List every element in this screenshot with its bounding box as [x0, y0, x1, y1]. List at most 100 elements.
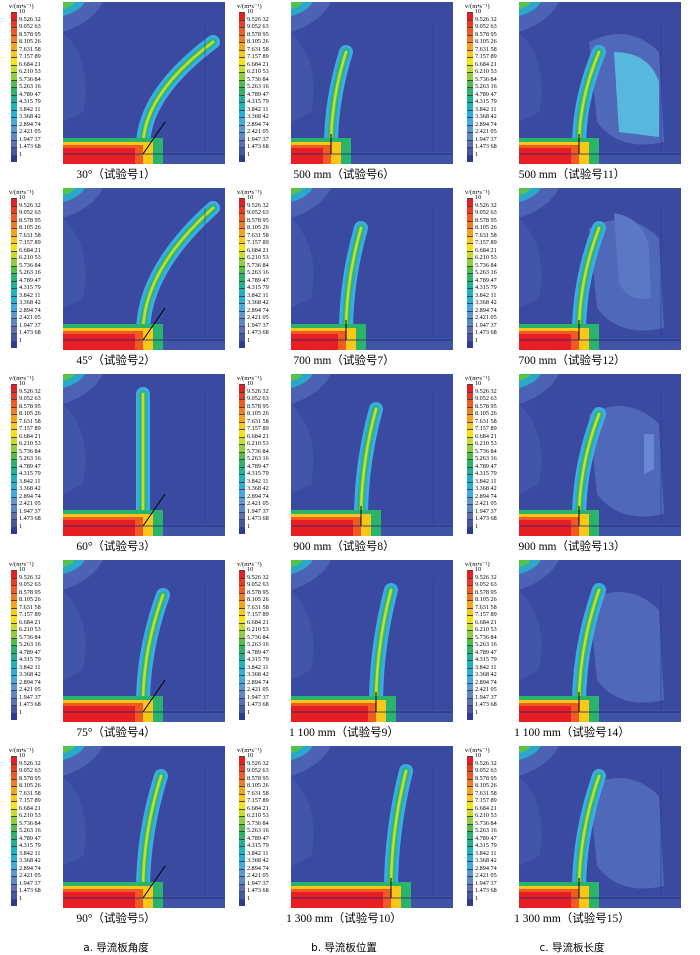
legend-tick-label: 8.105 26	[19, 410, 41, 417]
legend-swatches	[467, 570, 473, 720]
legend-swatch	[11, 838, 17, 846]
legend-tick-label: 1.473 68	[19, 701, 41, 708]
legend-swatch	[11, 660, 17, 668]
legend-swatch	[239, 250, 245, 258]
legend-swatch	[467, 823, 473, 831]
legend-tick-label: 1.947 37	[247, 321, 269, 329]
legend-swatch	[467, 325, 473, 333]
legend-tick-label: 6.684 21	[247, 246, 269, 254]
legend-swatch	[11, 570, 17, 578]
velocity-contour-plot	[519, 560, 681, 722]
legend-swatch	[239, 831, 245, 839]
legend-swatch	[11, 451, 17, 459]
legend-tick-label: 7.631 58	[247, 231, 269, 239]
legend-tick-label: 10	[19, 194, 26, 201]
legend-swatch	[239, 117, 245, 125]
legend-tick-label: 2.894 74	[475, 492, 497, 500]
legend-tick-label: 6.684 21	[475, 246, 497, 254]
legend-tick-label: 6.684 21	[475, 432, 497, 440]
legend-swatch	[11, 273, 17, 281]
legend-swatch	[11, 763, 17, 771]
legend-tick-label: 2.894 74	[19, 120, 41, 128]
legend-swatch	[467, 280, 473, 288]
panel-caption: 700 mm（试验号7）	[293, 355, 395, 367]
legend-unit-label: v/(m•s⁻¹)	[9, 3, 34, 10]
legend-tick-label: 4.789 47	[19, 276, 41, 284]
legend-swatch	[11, 793, 17, 801]
legend-tick-label: 1	[475, 708, 479, 716]
legend-swatches	[467, 756, 473, 906]
legend-swatch	[11, 823, 17, 831]
legend-swatch	[11, 801, 17, 809]
legend-tick-label: 10	[19, 566, 26, 573]
legend-tick-label: 3.368 42	[247, 299, 269, 306]
legend-swatch	[467, 690, 473, 698]
legend-swatch	[11, 868, 17, 876]
legend-tick-label: 3.368 42	[19, 113, 41, 120]
legend-swatch	[239, 391, 245, 399]
legend-swatch	[467, 154, 473, 162]
legend-swatch	[467, 384, 473, 392]
legend-tick-label: 8.578 95	[19, 30, 41, 38]
legend-tick-label: 7.631 58	[19, 45, 41, 53]
legend-swatch	[467, 64, 473, 72]
legend-swatch	[467, 406, 473, 414]
legend-swatch	[11, 250, 17, 258]
legend-tick-label: 2.421 05	[247, 128, 269, 135]
legend-swatch	[11, 429, 17, 437]
legend-tick-label: 1	[19, 522, 23, 530]
legend-tick-label: 4.315 79	[475, 842, 497, 849]
legend-swatch	[11, 49, 17, 57]
legend-tick-label: 3.842 11	[247, 105, 269, 113]
legend-swatch	[11, 325, 17, 333]
legend-swatch	[239, 756, 245, 764]
legend-swatch	[11, 459, 17, 467]
legend-tick-label: 3.368 42	[475, 857, 497, 864]
legend-swatch	[11, 876, 17, 884]
legend-tick-label: 4.789 47	[247, 462, 269, 470]
legend-swatch	[239, 466, 245, 474]
legend-swatch	[11, 399, 17, 407]
legend-swatch	[467, 660, 473, 668]
legend-swatch	[11, 258, 17, 266]
color-legend: v/(m•s⁻¹) 10 9.526 32 9.052 63 8.578 95 8.10…	[233, 2, 291, 180]
legend-swatches	[239, 756, 245, 906]
legend-tick-label: 5.736 84	[475, 447, 497, 455]
legend-swatch	[239, 265, 245, 273]
legend-unit-label: v/(m•s⁻¹)	[465, 747, 490, 754]
legend-swatch	[239, 712, 245, 720]
velocity-contour-plot	[63, 188, 225, 350]
legend-swatches	[467, 198, 473, 348]
legend-tick-labels: 10 9.526 32 9.052 63 8.578 95 8.105 26 7.631 …	[19, 380, 63, 530]
legend-swatches	[11, 570, 17, 720]
column-title-2: b. 导流板位置	[311, 942, 377, 954]
legend-tick-label: 2.894 74	[247, 864, 269, 872]
legend-swatch	[467, 459, 473, 467]
color-legend: v/(m•s⁻¹) 10 9.526 32 9.052 63 8.578 95 8.10…	[233, 374, 291, 552]
legend-tick-label: 3.842 11	[247, 291, 269, 299]
legend-swatch	[11, 147, 17, 155]
legend-tick-label: 4.315 79	[475, 656, 497, 663]
legend-tick-label: 1.947 37	[247, 693, 269, 701]
legend-swatch	[239, 325, 245, 333]
legend-tick-label: 6.684 21	[19, 246, 41, 254]
legend-swatch	[239, 280, 245, 288]
legend-tick-label: 9.526 32	[247, 573, 269, 581]
legend-tick-label: 7.631 58	[19, 231, 41, 239]
legend-swatch	[467, 87, 473, 95]
legend-swatch	[11, 883, 17, 891]
legend-swatch	[239, 771, 245, 779]
legend-swatch	[467, 288, 473, 296]
legend-tick-label: 2.894 74	[247, 306, 269, 314]
legend-swatch	[11, 132, 17, 140]
legend-swatch	[11, 831, 17, 839]
legend-swatch	[467, 139, 473, 147]
legend-tick-label: 9.052 63	[247, 581, 269, 588]
legend-swatch	[467, 577, 473, 585]
legend-swatch	[467, 615, 473, 623]
legend-swatch	[467, 318, 473, 326]
legend-swatch	[11, 645, 17, 653]
legend-tick-label: 10	[247, 380, 254, 387]
legend-swatch	[11, 235, 17, 243]
legend-swatch	[239, 34, 245, 42]
